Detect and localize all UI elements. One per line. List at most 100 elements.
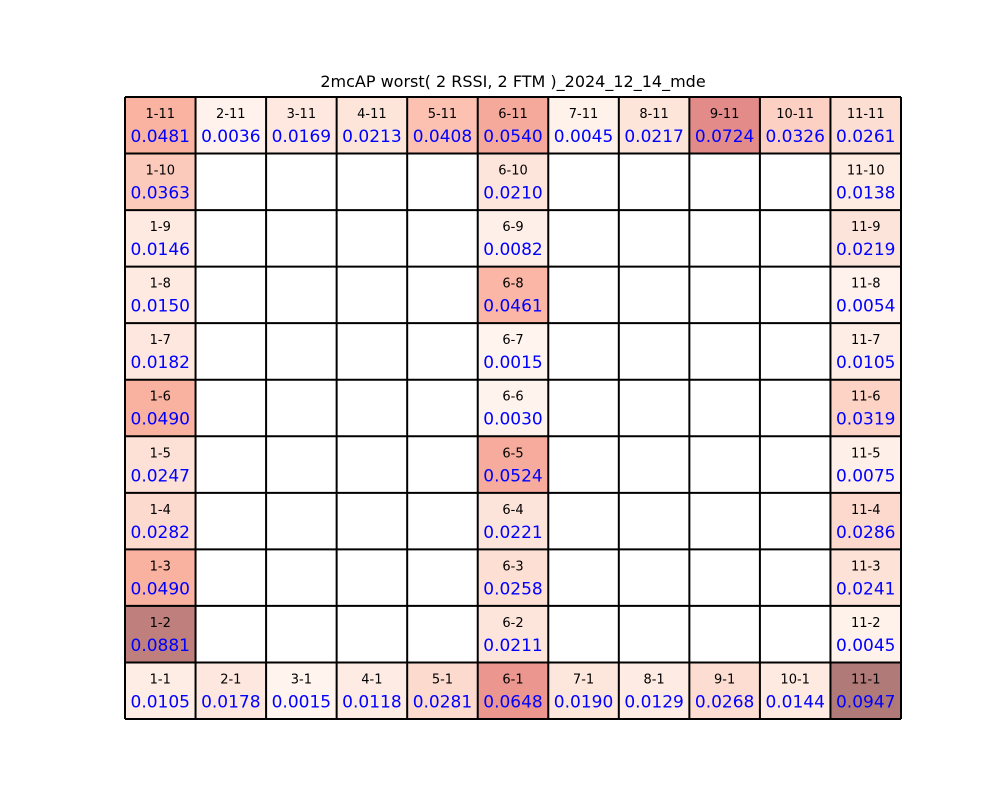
heatmap-cell-8-1	[618, 662, 690, 719]
cell-value: 0.0169	[272, 127, 331, 147]
cell-label: 1-7	[150, 333, 171, 348]
grid-lines-layer	[124, 96, 902, 720]
cell-label: 6-6	[502, 390, 523, 405]
heatmap-cell-11-8	[830, 266, 901, 324]
heatmap-cell-11-10	[830, 153, 901, 211]
cell-label: 5-1	[432, 672, 453, 687]
cell-label: 8-11	[639, 107, 669, 122]
heatmap-cell-6-11	[477, 97, 549, 154]
heatmap-cell-6-5	[477, 436, 549, 493]
heatmap-cell-4-11	[336, 97, 408, 154]
cell-value: 0.0648	[483, 692, 542, 712]
cell-label: 6-4	[502, 503, 523, 518]
cell-label: 1-6	[150, 390, 171, 405]
cell-label: 6-5	[502, 446, 523, 461]
cell-label: 6-8	[502, 277, 523, 292]
cell-value: 0.0286	[836, 523, 895, 543]
heatmap-cell-6-6	[477, 379, 549, 437]
cell-value: 0.0724	[695, 127, 754, 147]
heatmap-cell-11-11	[830, 97, 901, 154]
cell-label: 11-9	[851, 220, 881, 235]
heatmap-cell-11-5	[830, 436, 901, 493]
cell-label: 11-10	[847, 164, 885, 179]
heatmap-cell-1-8	[125, 266, 196, 324]
heatmap-cell-1-3	[125, 549, 196, 606]
cell-value: 0.0144	[765, 692, 824, 712]
heatmap-cell-3-11	[266, 97, 337, 154]
cell-label: 11-6	[851, 390, 881, 405]
cell-value: 0.0282	[131, 523, 190, 543]
cell-label: 2-11	[216, 107, 246, 122]
cell-label: 11-11	[847, 107, 885, 122]
heatmap-cell-7-1	[548, 662, 619, 719]
cell-value: 0.0481	[131, 127, 190, 147]
cell-label: 3-11	[287, 107, 317, 122]
cell-label: 4-1	[361, 672, 382, 687]
cell-value: 0.0015	[483, 353, 542, 373]
heatmap-cell-11-3	[830, 549, 901, 606]
cell-value: 0.0105	[131, 692, 190, 712]
heatmap-cell-1-2	[125, 605, 196, 663]
cell-label: 7-11	[569, 107, 599, 122]
cell-value: 0.0118	[342, 692, 401, 712]
cell-label: 1-1	[150, 672, 171, 687]
cell-label: 10-1	[780, 672, 810, 687]
heatmap-cell-1-7	[125, 323, 196, 380]
heatmap-cell-9-11	[689, 97, 760, 154]
cell-value: 0.0461	[483, 297, 542, 317]
cell-value: 0.0210	[483, 184, 542, 204]
heatmap-cell-1-5	[125, 436, 196, 493]
heatmap-cell-2-1	[195, 662, 267, 719]
cell-label: 9-11	[710, 107, 740, 122]
cell-label: 11-4	[851, 503, 881, 518]
cell-value: 0.0190	[554, 692, 613, 712]
cell-value: 0.0045	[554, 127, 613, 147]
heatmap-cell-11-9	[830, 210, 901, 267]
cell-label: 9-1	[714, 672, 735, 687]
cell-value: 0.0221	[483, 523, 542, 543]
cell-label: 11-8	[851, 277, 881, 292]
cell-label: 6-10	[498, 164, 528, 179]
heatmap-cell-1-4	[125, 492, 196, 550]
cell-label: 1-2	[150, 616, 171, 631]
cell-label: 11-5	[851, 446, 881, 461]
cell-label: 6-11	[498, 107, 528, 122]
cell-value: 0.0219	[836, 240, 895, 260]
heatmap-cell-6-3	[477, 549, 549, 606]
heatmap-cell-6-9	[477, 210, 549, 267]
heatmap-cell-11-2	[830, 605, 901, 663]
heatmap-cell-11-7	[830, 323, 901, 380]
heatmap-cell-6-2	[477, 605, 549, 663]
cell-value: 0.0524	[483, 466, 542, 486]
heatmap-cell-2-11	[195, 97, 267, 154]
heatmap-cell-1-1	[125, 662, 196, 719]
cell-label: 5-11	[428, 107, 458, 122]
cell-value: 0.0268	[695, 692, 754, 712]
cell-value: 0.0258	[483, 579, 542, 599]
cell-value: 0.0015	[272, 692, 331, 712]
cell-label: 6-9	[502, 220, 523, 235]
cell-label: 1-3	[150, 559, 171, 574]
heatmap-cell-10-1	[759, 662, 831, 719]
cell-value: 0.0178	[201, 692, 260, 712]
cell-value: 0.0030	[483, 410, 542, 430]
cell-label: 6-1	[502, 672, 523, 687]
cell-label: 8-1	[643, 672, 664, 687]
cell-label: 11-7	[851, 333, 881, 348]
cell-value: 0.0540	[483, 127, 542, 147]
cell-label: 11-1	[851, 672, 881, 687]
cell-value: 0.0036	[201, 127, 260, 147]
heatmap-cell-1-10	[125, 153, 196, 211]
heatmap-cell-3-1	[266, 662, 337, 719]
heatmap-cell-6-10	[477, 153, 549, 211]
cell-value: 0.0217	[624, 127, 683, 147]
cell-value: 0.0213	[342, 127, 401, 147]
cell-value: 0.0054	[836, 297, 895, 317]
cell-value: 0.0363	[131, 184, 190, 204]
heatmap-cell-7-11	[548, 97, 619, 154]
cell-value: 0.0138	[836, 184, 895, 204]
cell-label: 2-1	[220, 672, 241, 687]
cell-value: 0.0146	[131, 240, 190, 260]
heatmap-cell-1-6	[125, 379, 196, 437]
cells-layer	[125, 97, 901, 719]
